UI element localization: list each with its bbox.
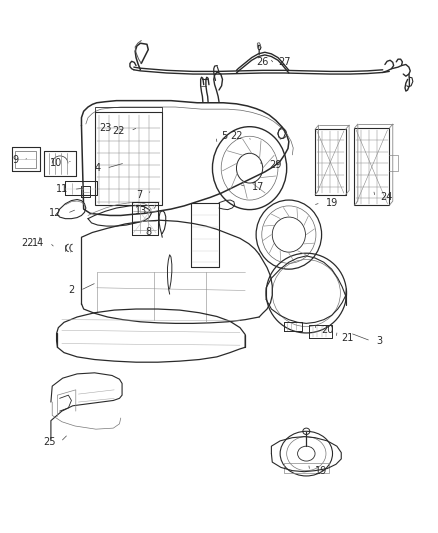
Text: 20: 20	[321, 325, 334, 335]
Text: 9: 9	[12, 155, 18, 165]
Text: 11: 11	[56, 184, 68, 195]
Text: 29: 29	[269, 160, 282, 171]
Bar	[14, 151, 36, 167]
Text: 14: 14	[32, 238, 44, 247]
Text: 19: 19	[315, 466, 327, 476]
Text: 4: 4	[95, 163, 101, 173]
Text: 7: 7	[136, 190, 143, 200]
Text: 26: 26	[256, 57, 268, 67]
Text: 8: 8	[145, 227, 151, 237]
Text: 17: 17	[252, 182, 264, 192]
Text: 22: 22	[113, 126, 125, 136]
Text: 2: 2	[69, 286, 75, 295]
Text: 25: 25	[43, 437, 55, 447]
Bar	[284, 463, 329, 473]
Text: 10: 10	[49, 158, 62, 168]
Text: 3: 3	[376, 336, 382, 346]
Text: 27: 27	[278, 57, 290, 67]
Text: 13: 13	[135, 206, 147, 216]
Text: 5: 5	[221, 131, 227, 141]
Bar	[95, 112, 162, 205]
Text: 22: 22	[230, 131, 243, 141]
Text: 23: 23	[100, 123, 112, 133]
Text: 12: 12	[49, 208, 62, 219]
Text: 21: 21	[341, 333, 353, 343]
Text: 22: 22	[21, 238, 33, 247]
Text: 24: 24	[381, 192, 393, 203]
Text: 19: 19	[326, 198, 338, 208]
